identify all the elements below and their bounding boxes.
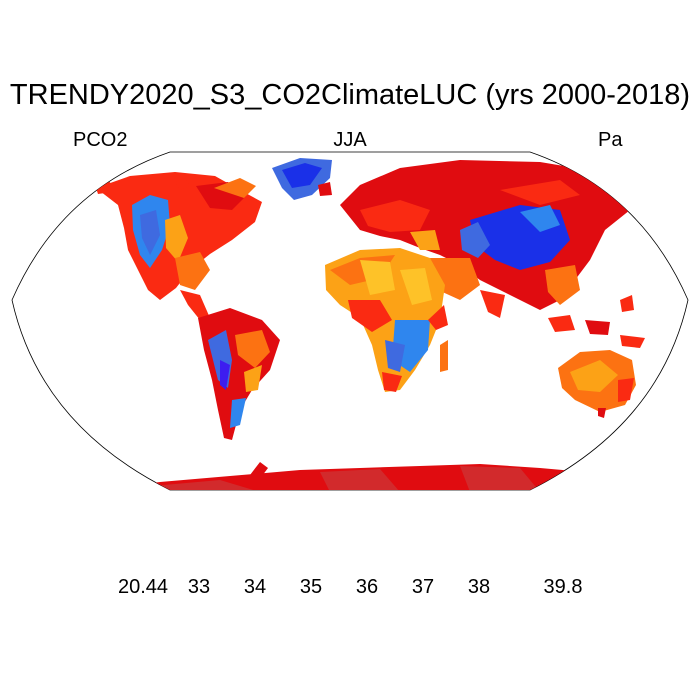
map-title: TRENDY2020_S3_CO2ClimateLUC (yrs 2000-20… bbox=[9, 79, 691, 111]
season-label: JJA bbox=[333, 129, 367, 151]
greenland-detail bbox=[282, 163, 322, 188]
units-label: Pa bbox=[598, 129, 623, 151]
colorbar-tick-label: 36 bbox=[355, 576, 379, 598]
colorbar-tick-label: 39.8 bbox=[543, 576, 583, 598]
australia-region bbox=[558, 350, 636, 418]
colorbar-tick-label: 20.44 bbox=[117, 576, 169, 598]
colorbar-tick-label: 37 bbox=[411, 576, 435, 598]
colorbar-tick-label: 33 bbox=[187, 576, 211, 598]
variable-label: PCO2 bbox=[73, 129, 128, 151]
north-america-region bbox=[96, 172, 262, 320]
antarctica-region bbox=[120, 462, 585, 490]
eurasia-region bbox=[340, 160, 640, 318]
south-america-region bbox=[198, 308, 280, 440]
world-map bbox=[11, 151, 689, 491]
colorbar-tick-label: 34 bbox=[243, 576, 267, 598]
colorbar-tick-label: 38 bbox=[467, 576, 491, 598]
colorbar-tick-label: 35 bbox=[299, 576, 323, 598]
africa-region bbox=[325, 248, 448, 392]
